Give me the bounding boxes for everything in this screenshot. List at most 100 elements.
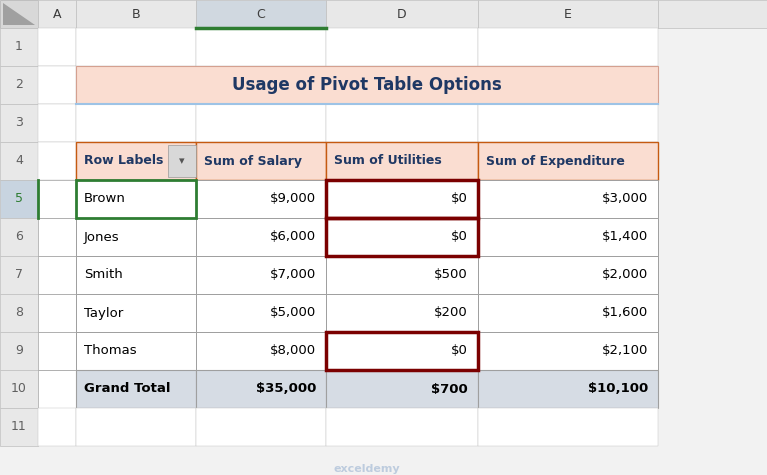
Bar — [76, 218, 196, 256]
Text: 2: 2 — [15, 78, 23, 92]
Text: E: E — [564, 8, 572, 20]
Bar — [478, 104, 658, 142]
Text: $1,600: $1,600 — [602, 306, 648, 320]
Bar — [38, 294, 76, 332]
Bar — [326, 370, 478, 408]
Text: Smith: Smith — [84, 268, 123, 282]
Text: $5,000: $5,000 — [270, 306, 316, 320]
Bar — [76, 408, 196, 446]
Text: 11: 11 — [12, 420, 27, 434]
Bar — [76, 256, 196, 294]
Bar — [326, 294, 478, 332]
Bar — [38, 28, 76, 66]
Text: C: C — [257, 8, 265, 20]
Text: Sum of Expenditure: Sum of Expenditure — [486, 154, 625, 168]
Bar — [326, 218, 478, 256]
Text: Grand Total: Grand Total — [84, 382, 170, 396]
Text: $200: $200 — [434, 306, 468, 320]
Bar — [326, 332, 478, 370]
Bar — [38, 332, 76, 370]
Bar — [38, 104, 76, 142]
Text: $2,100: $2,100 — [601, 344, 648, 358]
Text: Row Labels: Row Labels — [84, 154, 163, 168]
Bar — [478, 180, 658, 218]
Bar — [0, 294, 38, 332]
Bar — [0, 256, 38, 294]
Bar — [478, 332, 658, 370]
Text: $0: $0 — [451, 230, 468, 244]
Text: Thomas: Thomas — [84, 344, 137, 358]
Bar — [76, 142, 196, 180]
Bar — [0, 142, 38, 180]
Bar — [38, 0, 76, 28]
Bar — [478, 0, 658, 28]
Bar — [196, 408, 326, 446]
Text: $35,000: $35,000 — [255, 382, 316, 396]
Bar — [478, 142, 658, 180]
Bar — [76, 104, 196, 142]
Text: $7,000: $7,000 — [270, 268, 316, 282]
Bar — [0, 0, 38, 28]
Text: Sum of Utilities: Sum of Utilities — [334, 154, 442, 168]
Text: 5: 5 — [15, 192, 23, 206]
Text: Jones: Jones — [84, 230, 120, 244]
Bar — [196, 104, 326, 142]
Bar — [0, 104, 38, 142]
Text: Brown: Brown — [84, 192, 126, 206]
Bar — [326, 332, 478, 370]
Bar — [38, 256, 76, 294]
Text: $10,100: $10,100 — [588, 382, 648, 396]
Text: $0: $0 — [451, 192, 468, 206]
Text: 9: 9 — [15, 344, 23, 358]
Text: $8,000: $8,000 — [270, 344, 316, 358]
Bar — [0, 180, 38, 218]
Bar — [76, 0, 196, 28]
Bar — [326, 180, 478, 218]
Bar — [38, 218, 76, 256]
Bar — [478, 256, 658, 294]
Text: B: B — [132, 8, 140, 20]
Text: Sum of Salary: Sum of Salary — [204, 154, 302, 168]
Bar — [76, 180, 196, 218]
Text: $1,400: $1,400 — [602, 230, 648, 244]
Bar — [326, 408, 478, 446]
Text: D: D — [397, 8, 407, 20]
Bar — [76, 28, 196, 66]
Bar — [76, 66, 658, 104]
Text: 3: 3 — [15, 116, 23, 130]
Text: exceldemy: exceldemy — [334, 464, 400, 474]
Text: $3,000: $3,000 — [602, 192, 648, 206]
Text: $0: $0 — [451, 344, 468, 358]
Bar — [326, 28, 478, 66]
Bar — [326, 180, 478, 218]
Text: ▾: ▾ — [179, 156, 185, 166]
Bar — [0, 370, 38, 408]
Bar — [76, 370, 196, 408]
Bar — [76, 294, 196, 332]
Polygon shape — [3, 3, 35, 25]
Text: 10: 10 — [11, 382, 27, 396]
Bar — [0, 408, 38, 446]
Text: $700: $700 — [431, 382, 468, 396]
Bar — [478, 294, 658, 332]
Bar — [196, 256, 326, 294]
Text: $6,000: $6,000 — [270, 230, 316, 244]
Text: 1: 1 — [15, 40, 23, 54]
Bar — [658, 0, 767, 28]
Bar — [38, 180, 76, 218]
Bar — [0, 28, 38, 66]
Bar — [38, 408, 76, 446]
Bar — [196, 294, 326, 332]
Bar — [196, 332, 326, 370]
Bar — [326, 218, 478, 256]
Bar — [196, 218, 326, 256]
Text: A: A — [53, 8, 61, 20]
Text: $9,000: $9,000 — [270, 192, 316, 206]
Bar — [196, 142, 326, 180]
Bar — [478, 408, 658, 446]
Text: 6: 6 — [15, 230, 23, 244]
Bar — [76, 332, 196, 370]
Bar — [38, 370, 76, 408]
Bar — [326, 104, 478, 142]
Text: Taylor: Taylor — [84, 306, 123, 320]
